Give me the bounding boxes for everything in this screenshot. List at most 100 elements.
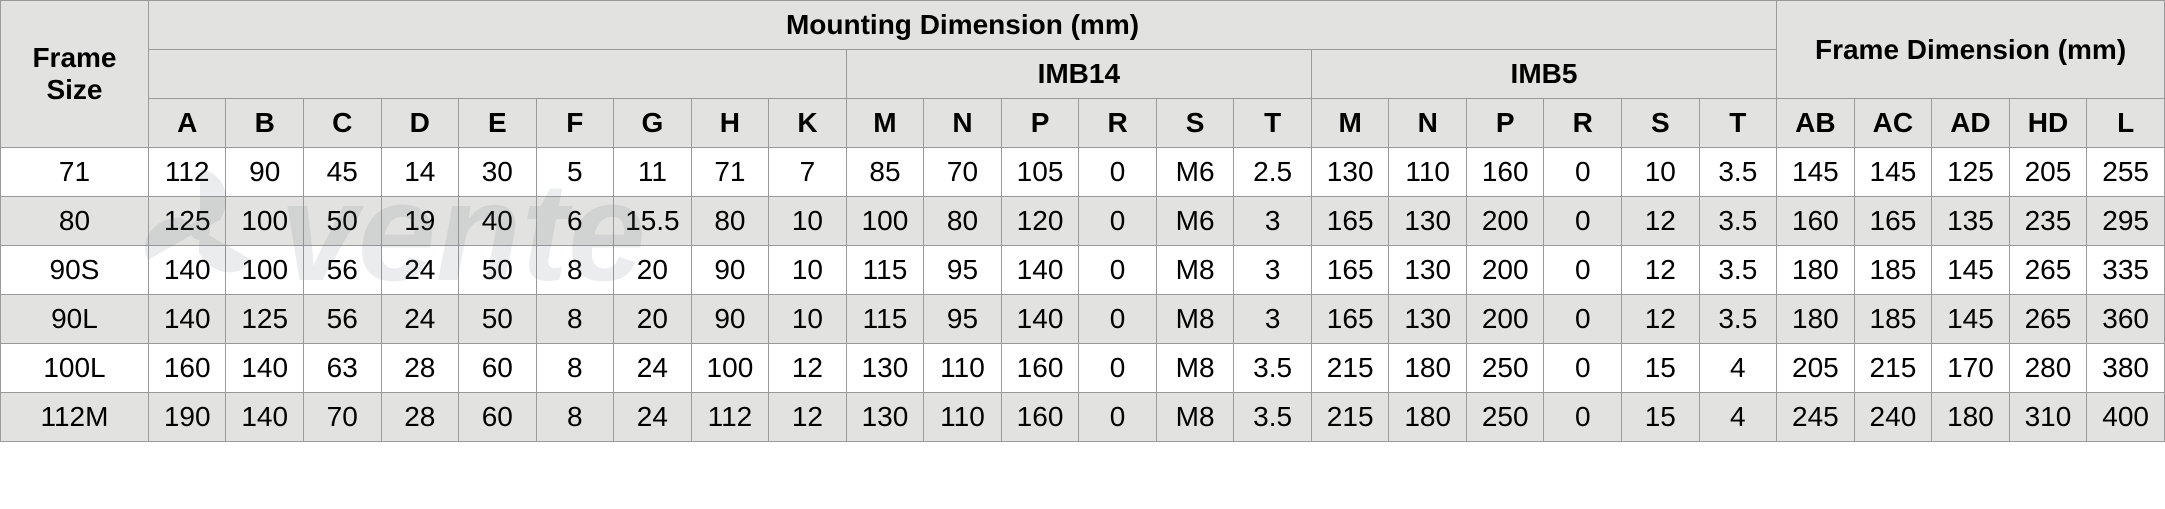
cell-value: 215	[1311, 344, 1389, 393]
cell-value: 0	[1079, 295, 1157, 344]
cell-value: 10	[769, 246, 847, 295]
cell-value: 0	[1079, 246, 1157, 295]
cell-value: 110	[924, 393, 1002, 442]
cell-value: 245	[1777, 393, 1855, 442]
col-header-frame-size: FrameSize	[1, 1, 149, 148]
cell-value: 110	[1389, 148, 1467, 197]
cell-value: 8	[536, 246, 614, 295]
dimension-table: FrameSizeMounting Dimension (mm)Frame Di…	[0, 0, 2165, 442]
sub-header-frame-ad: AD	[1932, 99, 2010, 148]
cell-value: 250	[1466, 344, 1544, 393]
sub-header-base-d: D	[381, 99, 459, 148]
cell-value: 205	[2009, 148, 2087, 197]
cell-value: 0	[1544, 197, 1622, 246]
cell-value: 7	[769, 148, 847, 197]
cell-value: 3.5	[1699, 197, 1777, 246]
cell-value: 11	[614, 148, 692, 197]
sub-header-imb5-m: M	[1311, 99, 1389, 148]
cell-value: 0	[1079, 344, 1157, 393]
table-row: 112M190140702860824112121301101600M83.52…	[1, 393, 2165, 442]
cell-value: 140	[226, 393, 304, 442]
sub-header-base-e: E	[459, 99, 537, 148]
cell-value: 20	[614, 295, 692, 344]
cell-value: 5	[536, 148, 614, 197]
cell-value: 0	[1544, 148, 1622, 197]
cell-value: 10	[769, 295, 847, 344]
cell-value: 130	[846, 393, 924, 442]
cell-value: 3.5	[1699, 148, 1777, 197]
cell-value: 50	[459, 295, 537, 344]
cell-value: 240	[1854, 393, 1932, 442]
cell-value: 10	[1622, 148, 1700, 197]
cell-value: 170	[1932, 344, 2010, 393]
cell-value: 160	[148, 344, 226, 393]
cell-value: 71	[691, 148, 769, 197]
cell-value: M8	[1156, 246, 1234, 295]
cell-value: 180	[1932, 393, 2010, 442]
cell-value: 140	[148, 295, 226, 344]
cell-value: 180	[1389, 393, 1467, 442]
cell-value: 15.5	[614, 197, 692, 246]
sub-header-imb14-m: M	[846, 99, 924, 148]
cell-value: 115	[846, 295, 924, 344]
cell-value: 400	[2087, 393, 2165, 442]
cell-value: 28	[381, 344, 459, 393]
sub-header-imb14-n: N	[924, 99, 1002, 148]
sub-header-frame-ab: AB	[1777, 99, 1855, 148]
cell-value: M6	[1156, 148, 1234, 197]
cell-value: 3.5	[1234, 393, 1312, 442]
col-header-imb5: IMB5	[1311, 50, 1776, 99]
cell-value: 12	[769, 344, 847, 393]
cell-value: 3.5	[1234, 344, 1312, 393]
cell-value: 0	[1544, 246, 1622, 295]
cell-value: 14	[381, 148, 459, 197]
cell-value: 265	[2009, 246, 2087, 295]
cell-value: 24	[614, 344, 692, 393]
cell-value: 28	[381, 393, 459, 442]
sub-header-base-g: G	[614, 99, 692, 148]
cell-value: 380	[2087, 344, 2165, 393]
cell-value: 50	[303, 197, 381, 246]
cell-value: 50	[459, 246, 537, 295]
cell-value: 10	[769, 197, 847, 246]
cell-value: 250	[1466, 393, 1544, 442]
cell-value: 4	[1699, 344, 1777, 393]
sub-header-imb5-n: N	[1389, 99, 1467, 148]
cell-frame: 80	[1, 197, 149, 246]
cell-value: 63	[303, 344, 381, 393]
cell-value: 12	[1622, 197, 1700, 246]
sub-header-imb5-s: S	[1622, 99, 1700, 148]
cell-value: 90	[691, 295, 769, 344]
sub-header-base-h: H	[691, 99, 769, 148]
cell-value: 3.5	[1699, 246, 1777, 295]
cell-value: 0	[1544, 393, 1622, 442]
cell-value: 200	[1466, 246, 1544, 295]
cell-value: 295	[2087, 197, 2165, 246]
cell-value: 145	[1932, 246, 2010, 295]
cell-value: 160	[1001, 393, 1079, 442]
col-header-imb14: IMB14	[846, 50, 1311, 99]
sub-header-imb5-t: T	[1699, 99, 1777, 148]
cell-value: 280	[2009, 344, 2087, 393]
sub-header-imb14-r: R	[1079, 99, 1157, 148]
col-header-frame-dim: Frame Dimension (mm)	[1777, 1, 2165, 99]
cell-value: 255	[2087, 148, 2165, 197]
cell-value: 45	[303, 148, 381, 197]
cell-value: 70	[303, 393, 381, 442]
cell-value: 140	[226, 344, 304, 393]
cell-value: 12	[769, 393, 847, 442]
cell-value: 160	[1777, 197, 1855, 246]
sub-header-imb14-s: S	[1156, 99, 1234, 148]
cell-value: 135	[1932, 197, 2010, 246]
cell-value: 15	[1622, 344, 1700, 393]
cell-value: 130	[1389, 197, 1467, 246]
cell-value: 130	[1311, 148, 1389, 197]
cell-value: 112	[148, 148, 226, 197]
cell-value: 140	[148, 246, 226, 295]
cell-value: 125	[148, 197, 226, 246]
cell-value: 100	[846, 197, 924, 246]
table-row: 100L160140632860824100121301101600M83.52…	[1, 344, 2165, 393]
cell-value: M8	[1156, 393, 1234, 442]
cell-value: 19	[381, 197, 459, 246]
cell-value: 125	[226, 295, 304, 344]
